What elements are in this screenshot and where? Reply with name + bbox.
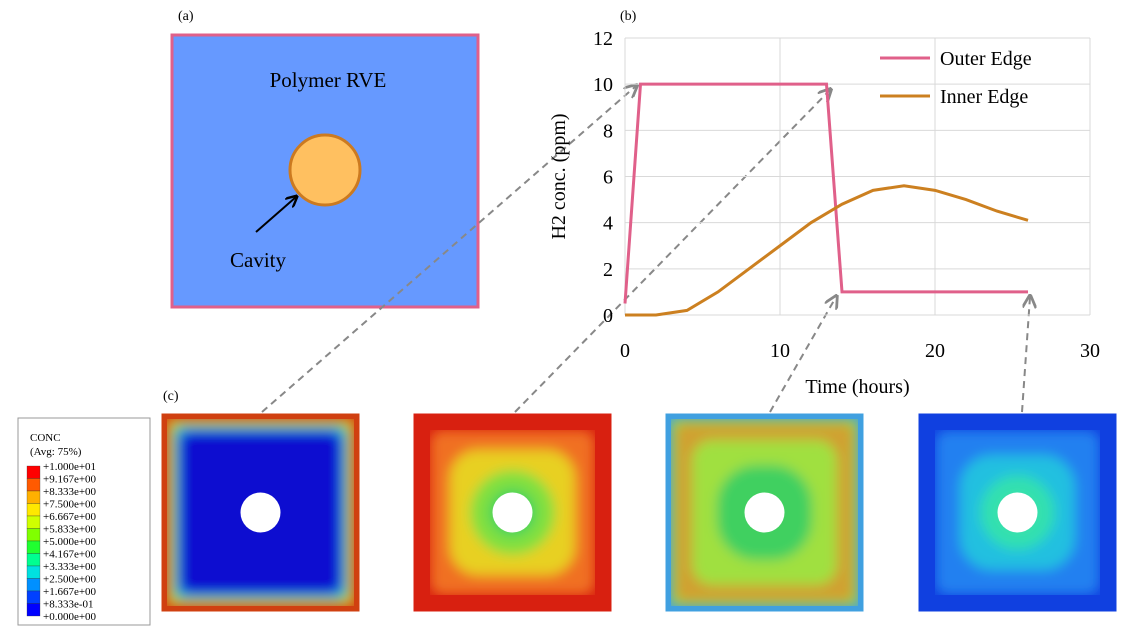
x-tick-label: 10 bbox=[770, 340, 790, 362]
x-axis-title: Time (hours) bbox=[805, 376, 909, 398]
y-tick-label: 6 bbox=[603, 167, 613, 189]
colorbar-swatch bbox=[27, 591, 40, 604]
arrow bbox=[1022, 297, 1030, 412]
colorbar-swatch bbox=[27, 479, 40, 492]
legend-label: Inner Edge bbox=[940, 86, 1028, 108]
colorbar-swatch bbox=[27, 466, 40, 479]
panel-label: (b) bbox=[620, 9, 637, 24]
y-tick-label: 0 bbox=[603, 305, 613, 327]
colorbar-label: +8.333e-01 bbox=[43, 599, 94, 611]
contour-plot bbox=[667, 415, 862, 610]
series-line bbox=[625, 84, 1028, 303]
figure: (a) (b) (c) Polymer RVE Cavity 0 2 4 6 8 10 12… bbox=[0, 0, 1128, 629]
colorbar-subtitle: (Avg: 75%) bbox=[30, 446, 82, 458]
contours bbox=[163, 415, 1115, 610]
hole bbox=[493, 493, 533, 533]
y-axis-title: H2 conc. (ppm) bbox=[548, 113, 570, 239]
colorbar-swatch bbox=[27, 604, 40, 617]
colorbar-swatch bbox=[27, 516, 40, 529]
contour-plot bbox=[415, 415, 610, 610]
colorbar-label: +9.167e+00 bbox=[43, 474, 97, 486]
panel-label: (a) bbox=[178, 9, 194, 24]
y-tick-label: 8 bbox=[603, 120, 613, 142]
hole bbox=[745, 493, 785, 533]
hole bbox=[241, 493, 281, 533]
contour-plot bbox=[920, 415, 1115, 610]
colorbar-label: +4.167e+00 bbox=[43, 549, 97, 561]
chart: 0 2 4 6 8 10 12 0 10 20 30 Time (hours) H2 conc. (pp… bbox=[548, 28, 1100, 398]
colorbar-label: +0.000e+00 bbox=[43, 611, 97, 623]
colorbar-swatch bbox=[27, 529, 40, 542]
colorbar-swatch bbox=[27, 504, 40, 517]
colorbar-label: +1.000e+01 bbox=[43, 461, 96, 473]
colorbar-label: +5.833e+00 bbox=[43, 524, 97, 536]
rve-title: Polymer RVE bbox=[270, 68, 387, 92]
x-tick-label: 30 bbox=[1080, 340, 1100, 362]
y-tick-label: 10 bbox=[593, 74, 613, 96]
colorbar-swatch bbox=[27, 554, 40, 567]
cavity-label: Cavity bbox=[230, 248, 286, 272]
contour-plot bbox=[163, 415, 358, 610]
hole bbox=[998, 493, 1038, 533]
legend-label: Outer Edge bbox=[940, 48, 1032, 70]
colorbar-label: +1.667e+00 bbox=[43, 586, 97, 598]
colorbar-swatch bbox=[27, 541, 40, 554]
colorbar-swatch bbox=[27, 579, 40, 592]
colorbar-label: +5.000e+00 bbox=[43, 536, 97, 548]
y-tick-label: 4 bbox=[603, 213, 613, 235]
colorbar-label: +8.333e+00 bbox=[43, 486, 97, 498]
colorbar-label: +3.333e+00 bbox=[43, 561, 97, 573]
cavity bbox=[290, 135, 360, 205]
colorbar-title: CONC bbox=[30, 432, 61, 444]
x-tick-label: 0 bbox=[620, 340, 630, 362]
colorbar-swatch bbox=[27, 566, 40, 579]
colorbar-label: +6.667e+00 bbox=[43, 511, 97, 523]
panel-label: (c) bbox=[163, 389, 179, 404]
y-tick-label: 12 bbox=[593, 28, 613, 50]
colorbar: +1.000e+01+9.167e+00+8.333e+00+7.500e+00… bbox=[27, 461, 97, 623]
colorbar-swatch bbox=[27, 491, 40, 504]
colorbar-label: +7.500e+00 bbox=[43, 499, 97, 511]
colorbar-label: +2.500e+00 bbox=[43, 574, 97, 586]
series-line bbox=[625, 186, 1028, 315]
x-tick-label: 20 bbox=[925, 340, 945, 362]
y-tick-label: 2 bbox=[603, 259, 613, 281]
